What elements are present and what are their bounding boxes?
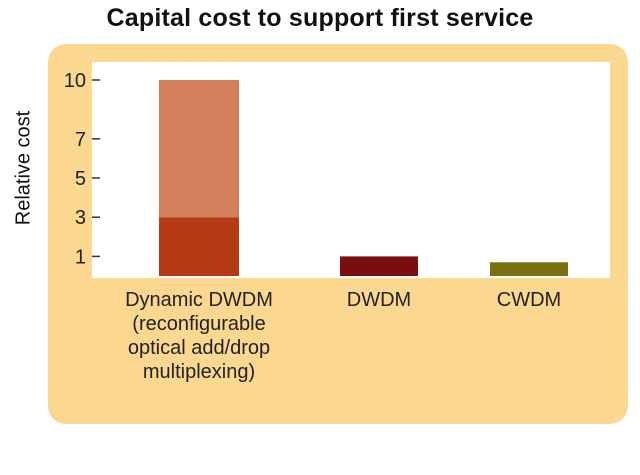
y-tick-label: 7 — [75, 129, 86, 151]
chart-title: Capital cost to support first service — [106, 4, 534, 32]
y-tick-label: 10 — [64, 70, 86, 92]
y-tick-label: 5 — [75, 168, 86, 190]
bar-segment — [159, 80, 239, 218]
x-category-label: CWDM — [496, 289, 562, 311]
bar-segment — [340, 256, 418, 276]
x-category-label: DWDM — [346, 289, 412, 311]
bar-segment — [159, 217, 239, 276]
y-tick-label: 3 — [75, 207, 86, 229]
y-tick-label: 1 — [75, 246, 86, 268]
x-category-label: Dynamic DWDM (reconfigurable optical add… — [125, 289, 273, 383]
bar-segment — [490, 262, 568, 276]
